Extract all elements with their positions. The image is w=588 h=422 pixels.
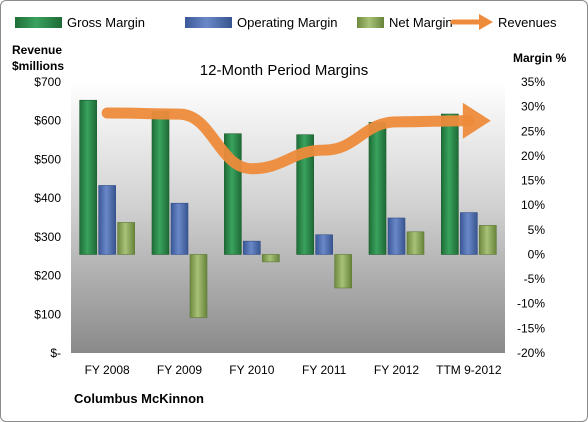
right-axis-label: Margin % — [513, 51, 567, 65]
bar-net-margin — [189, 254, 208, 318]
chart-title: 12-Month Period Margins — [200, 62, 368, 79]
right-axis-tick-label: 20% — [521, 149, 545, 163]
bar-net-margin — [479, 225, 497, 255]
bar-net-margin — [334, 254, 352, 289]
right-axis-tick-label: 10% — [521, 198, 545, 212]
left-axis-tick-label: $200 — [34, 269, 61, 283]
legend-label-operating-margin: Operating Margin — [237, 15, 337, 30]
legend-label-revenues: Revenues — [498, 15, 557, 30]
right-axis-tick-label: 0% — [528, 247, 546, 261]
bar-gross-margin — [368, 122, 387, 255]
left-axis-tick-label: $400 — [34, 191, 61, 205]
legend-swatch-net-margin — [357, 17, 384, 28]
left-axis-tick-label: $100 — [34, 307, 61, 321]
x-axis-tick-label: TTM 9-2012 — [436, 363, 502, 377]
x-axis-tick-label: FY 2011 — [302, 363, 347, 377]
legend-swatch-gross-margin — [15, 17, 62, 28]
bar-gross-margin — [79, 99, 97, 255]
legend-swatch-operating-margin — [185, 17, 232, 28]
bar-gross-margin — [441, 113, 459, 255]
right-axis-tick-label: -20% — [517, 346, 545, 360]
left-axis-tick-label: $500 — [34, 152, 61, 166]
x-axis-tick-label: FY 2012 — [374, 363, 419, 377]
x-axis-tick-label: FY 2009 — [157, 363, 202, 377]
legend-swatch-revenues — [450, 14, 493, 30]
x-axis-tick-label: FY 2010 — [229, 363, 274, 377]
right-axis-tick-label: -10% — [517, 297, 545, 311]
left-axis-label-line1: Revenue — [12, 43, 62, 57]
bar-gross-margin — [151, 111, 170, 255]
left-axis-label-line2: $millions — [12, 59, 64, 73]
left-axis-tick-label: $600 — [34, 114, 61, 128]
bar-operating-margin — [315, 234, 333, 255]
bar-net-margin — [262, 254, 280, 263]
plot-area — [71, 82, 505, 353]
bar-operating-margin — [170, 202, 189, 255]
bar-operating-margin — [243, 240, 261, 255]
right-axis-tick-label: 15% — [521, 174, 545, 188]
right-axis-tick-label: -15% — [517, 321, 545, 335]
revenues-line — [101, 107, 475, 175]
bar-net-margin — [117, 222, 135, 255]
left-axis-tick-label: $- — [50, 346, 61, 360]
bar-gross-margin — [296, 134, 314, 255]
left-axis-tick-label: $300 — [34, 230, 61, 244]
right-axis-tick-label: 30% — [521, 100, 545, 114]
bar-net-margin — [406, 231, 425, 255]
right-axis-tick-label: 25% — [521, 124, 545, 138]
legend-label-gross-margin: Gross Margin — [67, 15, 145, 30]
right-axis-tick-label: 35% — [521, 75, 545, 89]
bar-operating-margin — [98, 185, 116, 255]
bar-operating-margin — [387, 217, 406, 255]
legend: Gross Margin Operating Margin Net Margin… — [15, 14, 557, 30]
legend-label-net-margin: Net Margin — [389, 15, 453, 30]
left-axis-tick-label: $700 — [34, 75, 61, 89]
bar-operating-margin — [460, 212, 478, 255]
right-axis-tick-label: -5% — [524, 272, 546, 286]
right-axis-tick-label: 5% — [528, 223, 546, 237]
revenues-arrowhead — [462, 102, 491, 139]
company-name: Columbus McKinnon — [74, 391, 204, 406]
x-axis-tick-label: FY 2008 — [85, 363, 130, 377]
